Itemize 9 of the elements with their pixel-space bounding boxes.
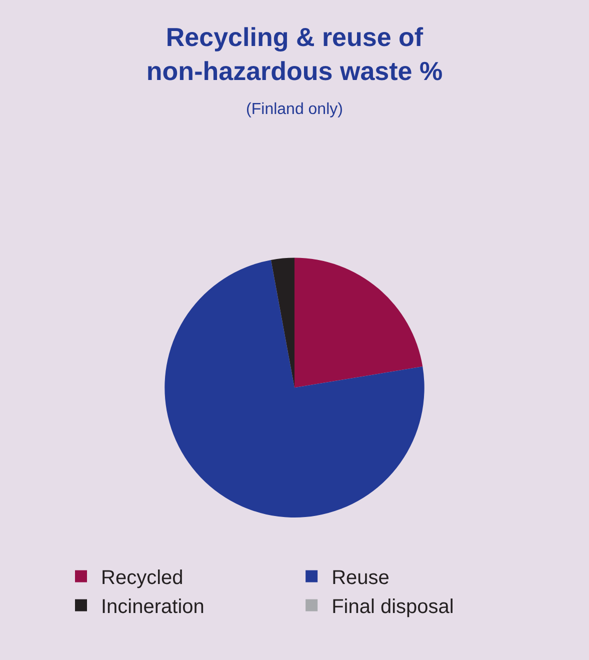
pie-slice: [270, 258, 294, 388]
legend-label: Incineration: [101, 596, 204, 618]
legend-label: Reuse: [332, 567, 390, 589]
legend-label: Recycled: [101, 567, 184, 589]
pie-slice: [164, 260, 424, 518]
chart-title: Recycling & reuse of non-hazardous waste %: [146, 22, 443, 86]
pie-slice: [294, 258, 423, 388]
chart-subtitle: (Finland only): [246, 100, 343, 118]
legend-label: Final disposal: [332, 596, 454, 618]
